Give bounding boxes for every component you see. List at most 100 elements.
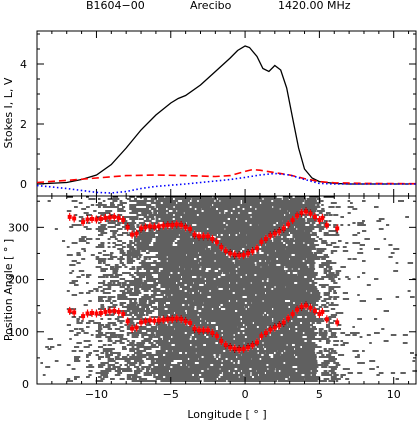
pa-point bbox=[219, 245, 224, 250]
pa-point bbox=[335, 226, 340, 231]
pa-point bbox=[139, 320, 144, 325]
bottom-panel-frame bbox=[36, 195, 417, 385]
pa-point bbox=[143, 319, 148, 324]
header-pulsar: B1604−00 bbox=[86, 0, 145, 12]
pa-point bbox=[103, 215, 108, 220]
pa-point bbox=[116, 309, 121, 314]
pa-point bbox=[183, 319, 188, 324]
pa-point bbox=[197, 328, 202, 333]
bottom-xtick-label: −5 bbox=[163, 388, 179, 401]
pa-point bbox=[214, 333, 219, 338]
pa-point bbox=[179, 223, 184, 228]
pa-point bbox=[205, 328, 210, 333]
pa-point bbox=[219, 339, 224, 344]
pa-point bbox=[335, 320, 340, 325]
top-axis-ticks: 0 2 4 bbox=[20, 31, 416, 196]
top-series-group bbox=[36, 45, 417, 194]
pa-point bbox=[246, 251, 251, 256]
pa-point bbox=[250, 343, 255, 348]
pa-point bbox=[170, 223, 175, 228]
pa-point bbox=[259, 239, 264, 244]
pa-point bbox=[134, 231, 139, 236]
pa-point bbox=[304, 209, 309, 214]
pa-point bbox=[272, 231, 277, 236]
pa-point bbox=[94, 217, 99, 222]
pa-point bbox=[250, 249, 255, 254]
pa-point bbox=[286, 316, 291, 321]
pa-point bbox=[312, 214, 317, 219]
pa-point bbox=[67, 308, 72, 313]
pa-point bbox=[121, 312, 126, 317]
bottom-ytick-label: 0 bbox=[22, 378, 29, 391]
pa-point bbox=[89, 216, 94, 221]
pa-point bbox=[317, 312, 322, 317]
bottom-ytick-label: 200 bbox=[8, 274, 29, 287]
pa-point bbox=[188, 320, 193, 325]
pa-point bbox=[237, 253, 242, 258]
bottom-panel-bg bbox=[37, 196, 416, 384]
pa-point bbox=[277, 229, 282, 234]
pa-point bbox=[85, 217, 90, 222]
pa-point bbox=[299, 210, 304, 215]
pa-point bbox=[72, 216, 77, 221]
pa-point bbox=[290, 312, 295, 317]
pa-point bbox=[246, 345, 251, 350]
pa-point bbox=[223, 342, 228, 347]
pa-point bbox=[324, 317, 329, 322]
pa-point bbox=[290, 218, 295, 223]
pa-point bbox=[183, 225, 188, 230]
pa-point bbox=[72, 310, 77, 315]
pa-point bbox=[299, 304, 304, 309]
top-panel-frame bbox=[36, 30, 417, 197]
bottom-ylabel: Position Angle [ ° ] bbox=[2, 239, 15, 341]
pa-point bbox=[308, 211, 313, 216]
pa-point bbox=[192, 326, 197, 331]
pa-point bbox=[320, 215, 325, 220]
pa-point bbox=[89, 310, 94, 315]
pa-point bbox=[228, 345, 233, 350]
pa-point bbox=[112, 308, 117, 313]
pa-point bbox=[152, 318, 157, 323]
top-ytick-label: 4 bbox=[20, 58, 27, 71]
pa-point bbox=[304, 303, 309, 308]
pa-point bbox=[125, 319, 130, 324]
bottom-xtick-label: −10 bbox=[85, 388, 108, 401]
pa-point bbox=[107, 215, 112, 220]
pa-point bbox=[205, 234, 210, 239]
top-panel: 0 2 4 Stokes I, L, V bbox=[2, 30, 417, 197]
pa-point bbox=[232, 346, 237, 351]
pa-point bbox=[161, 317, 166, 322]
pa-point bbox=[130, 326, 135, 331]
top-ytick-label: 0 bbox=[20, 178, 27, 191]
pa-point bbox=[312, 308, 317, 313]
pa-point bbox=[201, 234, 206, 239]
pa-point bbox=[295, 213, 300, 218]
pa-point bbox=[223, 248, 228, 253]
stokes-v-line bbox=[36, 172, 416, 194]
pa-point bbox=[241, 347, 246, 352]
pa-point bbox=[237, 347, 242, 352]
pa-point bbox=[263, 330, 268, 335]
pa-point bbox=[139, 226, 144, 231]
pa-point bbox=[174, 222, 179, 227]
pa-point bbox=[210, 330, 215, 335]
stokes-i-line bbox=[36, 45, 416, 185]
pa-point bbox=[156, 318, 161, 323]
pa-point bbox=[232, 252, 237, 257]
pa-point bbox=[85, 311, 90, 316]
top-ytick-label: 2 bbox=[20, 118, 27, 131]
top-ylabel: Stokes I, L, V bbox=[2, 77, 15, 148]
pa-point bbox=[143, 225, 148, 230]
pa-point bbox=[121, 218, 126, 223]
pa-point bbox=[272, 325, 277, 330]
pa-point bbox=[201, 328, 206, 333]
pa-point bbox=[277, 323, 282, 328]
pa-point bbox=[295, 307, 300, 312]
pa-point bbox=[281, 320, 286, 325]
pa-point bbox=[98, 216, 103, 221]
pa-point bbox=[268, 327, 273, 332]
pa-point bbox=[320, 309, 325, 314]
pa-point bbox=[192, 232, 197, 237]
